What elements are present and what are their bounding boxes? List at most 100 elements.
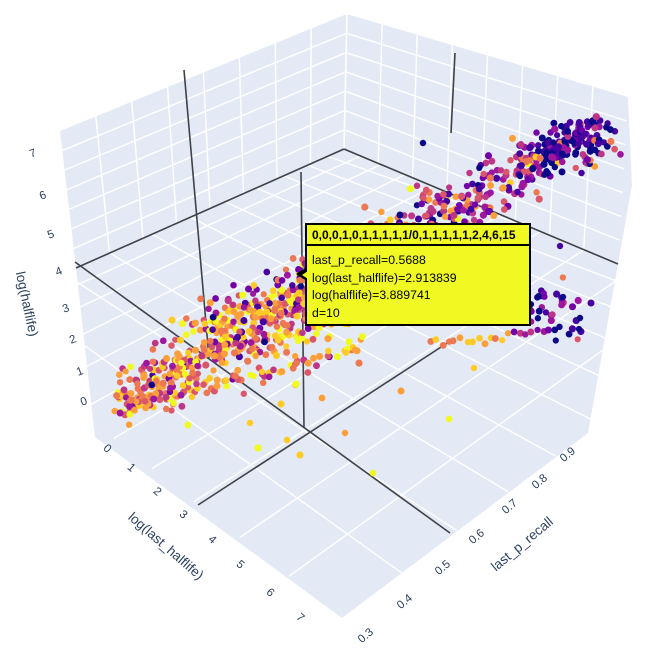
data-point[interactable] xyxy=(333,353,341,361)
data-point[interactable] xyxy=(191,319,199,327)
data-point[interactable] xyxy=(548,311,556,319)
data-point[interactable] xyxy=(283,322,291,329)
data-point[interactable] xyxy=(361,203,369,211)
data-point[interactable] xyxy=(434,192,441,200)
data-point[interactable] xyxy=(198,352,206,360)
data-point[interactable] xyxy=(574,296,582,305)
data-point[interactable] xyxy=(212,295,219,302)
data-point[interactable] xyxy=(143,359,151,367)
data-point[interactable] xyxy=(252,352,259,360)
data-point[interactable] xyxy=(127,363,134,371)
data-point[interactable] xyxy=(116,379,124,386)
data-point[interactable] xyxy=(295,304,302,311)
data-point[interactable] xyxy=(159,337,167,345)
data-point[interactable] xyxy=(217,327,225,335)
data-point[interactable] xyxy=(187,357,194,365)
data-point[interactable] xyxy=(249,290,257,297)
data-point[interactable] xyxy=(271,307,279,315)
data-point[interactable] xyxy=(476,334,483,342)
data-point[interactable] xyxy=(423,212,430,219)
data-point[interactable] xyxy=(479,211,487,219)
data-point[interactable] xyxy=(230,349,238,357)
data-point[interactable] xyxy=(422,186,430,194)
data-point[interactable] xyxy=(250,372,257,380)
data-point[interactable] xyxy=(470,364,478,372)
data-point[interactable] xyxy=(209,313,217,321)
data-point[interactable] xyxy=(159,379,167,387)
data-point[interactable] xyxy=(345,338,353,346)
data-point[interactable] xyxy=(514,188,521,196)
data-point[interactable] xyxy=(551,326,559,334)
data-point[interactable] xyxy=(200,339,208,346)
data-point[interactable] xyxy=(172,336,179,343)
data-point[interactable] xyxy=(167,379,175,387)
data-point[interactable] xyxy=(274,336,282,344)
data-point[interactable] xyxy=(166,370,173,378)
data-point[interactable] xyxy=(568,325,576,333)
data-point[interactable] xyxy=(579,151,587,158)
data-point[interactable] xyxy=(282,266,290,273)
data-point[interactable] xyxy=(313,330,320,338)
data-point[interactable] xyxy=(293,312,301,320)
data-point[interactable] xyxy=(162,405,170,413)
data-point[interactable] xyxy=(168,342,175,349)
data-point[interactable] xyxy=(200,381,207,389)
data-point[interactable] xyxy=(558,168,566,176)
data-point[interactable] xyxy=(476,164,483,172)
data-point[interactable] xyxy=(170,399,178,407)
data-point[interactable] xyxy=(503,168,510,176)
data-point[interactable] xyxy=(541,171,548,178)
data-point[interactable] xyxy=(236,328,243,336)
data-point[interactable] xyxy=(534,326,541,334)
data-point[interactable] xyxy=(277,309,285,317)
data-point[interactable] xyxy=(504,330,512,337)
data-point[interactable] xyxy=(194,362,201,370)
data-point[interactable] xyxy=(201,320,209,328)
data-point[interactable] xyxy=(556,242,564,250)
data-point[interactable] xyxy=(291,353,299,360)
data-point[interactable] xyxy=(258,368,266,376)
data-point[interactable] xyxy=(449,337,457,345)
data-point[interactable] xyxy=(222,377,230,384)
data-point[interactable] xyxy=(413,182,421,190)
data-point[interactable] xyxy=(254,303,262,311)
data-point[interactable] xyxy=(467,205,475,213)
data-point[interactable] xyxy=(324,352,332,360)
data-point[interactable] xyxy=(533,129,540,136)
data-point[interactable] xyxy=(500,198,508,205)
data-point[interactable] xyxy=(603,142,611,150)
data-point[interactable] xyxy=(325,347,332,355)
data-point[interactable] xyxy=(235,353,243,361)
data-point[interactable] xyxy=(127,389,135,398)
data-point[interactable] xyxy=(487,181,494,189)
data-point[interactable] xyxy=(181,370,189,378)
data-point[interactable] xyxy=(250,282,258,289)
data-point[interactable] xyxy=(265,373,273,381)
data-point[interactable] xyxy=(203,389,211,397)
data-point[interactable] xyxy=(592,113,600,121)
data-point[interactable] xyxy=(538,134,546,142)
data-point[interactable] xyxy=(138,392,146,400)
data-point[interactable] xyxy=(256,308,264,317)
data-point[interactable] xyxy=(526,157,533,164)
data-point[interactable] xyxy=(178,402,186,410)
data-point[interactable] xyxy=(215,346,223,353)
data-point[interactable] xyxy=(475,185,483,193)
data-point[interactable] xyxy=(481,203,489,211)
data-point[interactable] xyxy=(369,469,377,477)
data-point[interactable] xyxy=(470,216,478,224)
data-point[interactable] xyxy=(246,419,254,427)
data-point[interactable] xyxy=(273,323,281,330)
data-point[interactable] xyxy=(293,359,300,367)
data-point[interactable] xyxy=(184,421,192,429)
data-point[interactable] xyxy=(299,329,306,337)
data-point[interactable] xyxy=(316,352,324,360)
data-point[interactable] xyxy=(169,362,176,370)
data-point[interactable] xyxy=(140,374,147,381)
data-point[interactable] xyxy=(278,277,286,284)
data-point[interactable] xyxy=(132,398,140,405)
data-point[interactable] xyxy=(484,152,493,160)
data-point[interactable] xyxy=(591,124,599,132)
data-point[interactable] xyxy=(324,335,332,343)
data-point[interactable] xyxy=(272,352,281,360)
